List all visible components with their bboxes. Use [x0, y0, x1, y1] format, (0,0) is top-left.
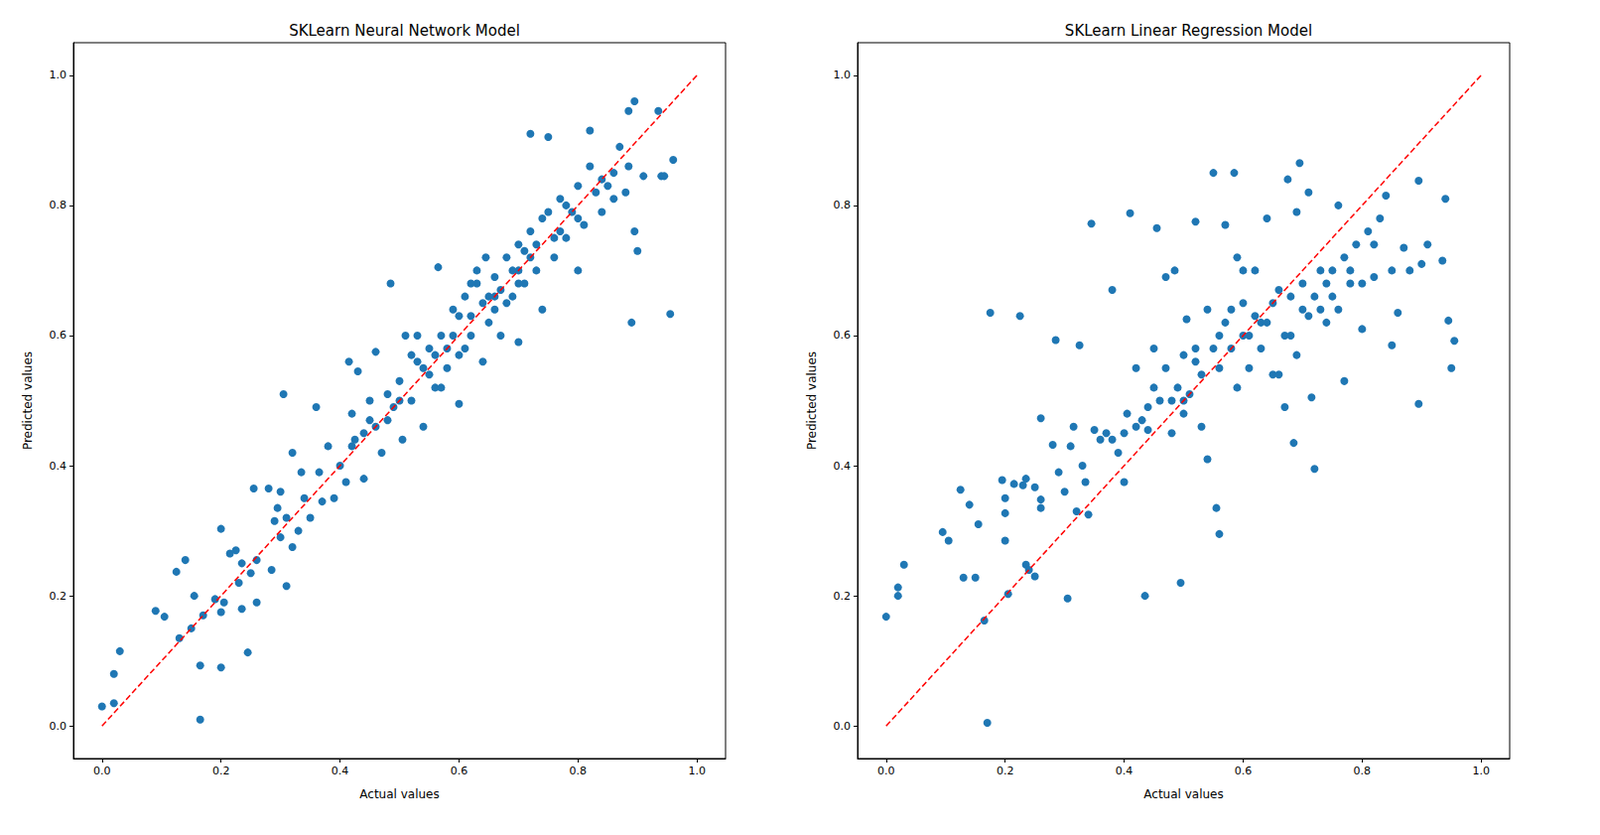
svg-text:0.2: 0.2 — [49, 589, 68, 603]
svg-text:0.8: 0.8 — [569, 764, 588, 778]
svg-text:0.8: 0.8 — [833, 198, 852, 212]
svg-text:0.2: 0.2 — [996, 764, 1015, 778]
svg-text:1.0: 1.0 — [1471, 764, 1490, 778]
svg-text:0.4: 0.4 — [833, 459, 852, 473]
svg-text:0.6: 0.6 — [450, 764, 469, 778]
svg-text:0.4: 0.4 — [49, 459, 68, 473]
svg-text:SKLearn Linear Regression Mode: SKLearn Linear Regression Model — [1065, 21, 1313, 40]
svg-text:0.8: 0.8 — [1353, 764, 1372, 778]
svg-text:Actual values: Actual values — [359, 787, 439, 801]
svg-text:0.4: 0.4 — [1115, 764, 1134, 778]
svg-text:0.0: 0.0 — [877, 764, 896, 778]
svg-text:0.0: 0.0 — [833, 719, 852, 733]
svg-text:1.0: 1.0 — [833, 68, 852, 82]
svg-text:Predicted values: Predicted values — [20, 351, 35, 450]
svg-text:0.0: 0.0 — [93, 764, 112, 778]
svg-text:0.8: 0.8 — [49, 198, 68, 212]
svg-text:0.0: 0.0 — [49, 719, 68, 733]
svg-text:1.0: 1.0 — [687, 764, 706, 778]
svg-text:Actual values: Actual values — [1143, 787, 1223, 801]
svg-text:1.0: 1.0 — [49, 68, 68, 82]
svg-text:0.6: 0.6 — [49, 328, 68, 342]
svg-text:0.2: 0.2 — [833, 589, 852, 603]
svg-text:0.2: 0.2 — [212, 764, 231, 778]
svg-text:SKLearn Neural Network Model: SKLearn Neural Network Model — [288, 21, 521, 40]
svg-text:0.6: 0.6 — [1234, 764, 1253, 778]
svg-text:Predicted values: Predicted values — [804, 351, 819, 450]
svg-text:0.6: 0.6 — [833, 328, 852, 342]
svg-text:0.4: 0.4 — [331, 764, 350, 778]
